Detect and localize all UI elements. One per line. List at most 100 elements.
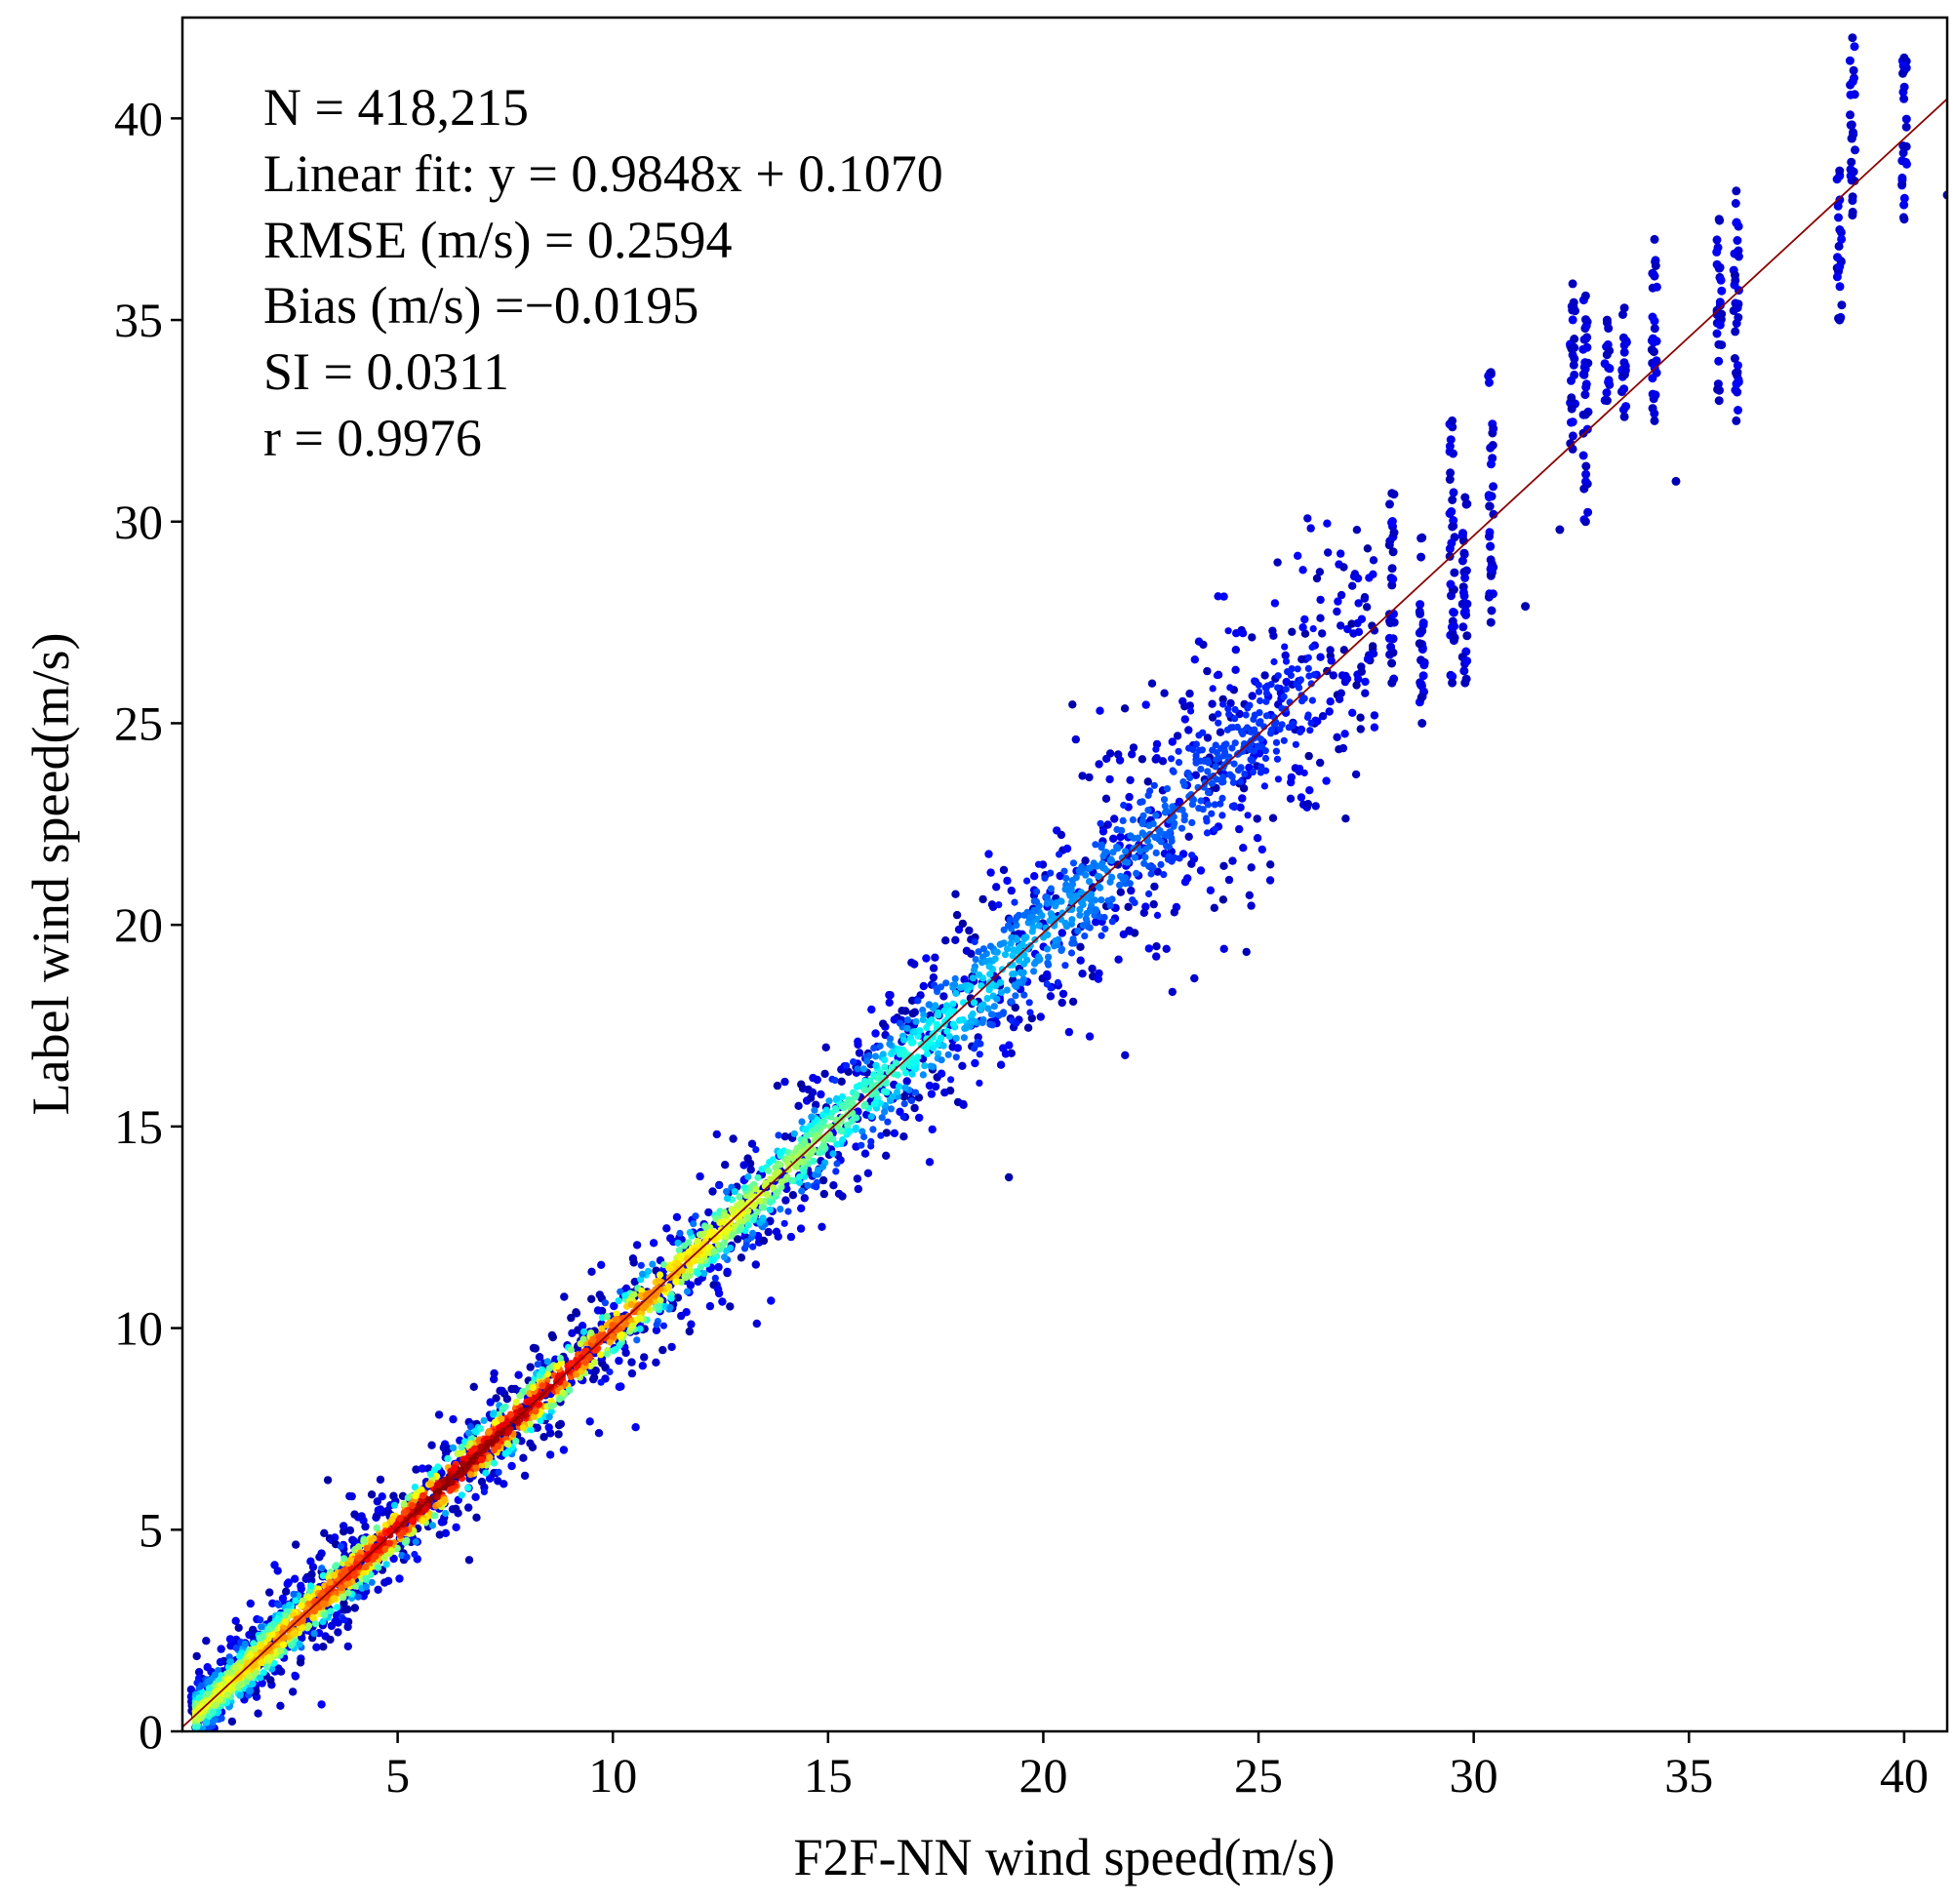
scatter-point-742: [345, 1526, 355, 1535]
scatter-point-4083: [1257, 718, 1264, 726]
scatter-point-4481: [1567, 376, 1576, 385]
scatter-point-3677: [1218, 794, 1226, 803]
scatter-point-4368: [1448, 496, 1457, 504]
scatter-point-2102: [1094, 872, 1102, 880]
scatter-point-4262: [1250, 747, 1257, 755]
scatter-point-4190: [896, 1051, 904, 1058]
scatter-point-910: [1127, 886, 1136, 895]
scatter-point-547: [638, 1362, 647, 1370]
scatter-point-3211: [1097, 932, 1105, 939]
scatter-point-3441: [666, 1303, 674, 1312]
scatter-point-3949: [838, 1102, 847, 1110]
scatter-point-3017: [1307, 680, 1315, 688]
scatter-point-3622: [1013, 913, 1020, 922]
scatter-point-4263: [1052, 937, 1059, 945]
scatter-point-584: [593, 1306, 603, 1315]
scatter-point-3549: [942, 979, 950, 987]
scatter-point-1134: [559, 1446, 569, 1454]
scatter-point-460: [1105, 749, 1115, 758]
scatter-point-3883: [1000, 1009, 1008, 1016]
scatter-point-2676: [914, 1053, 922, 1061]
scatter-point-1384: [343, 1605, 352, 1614]
y-tick-label-30: 30: [114, 495, 163, 549]
scatter-point-1914: [637, 1276, 645, 1284]
scatter-point-1432: [1036, 1012, 1046, 1021]
scatter-point-834: [1062, 844, 1072, 853]
scatter-point-3617: [869, 1126, 877, 1133]
scatter-point-4350: [1416, 680, 1425, 690]
scatter-point-4594: [1717, 286, 1727, 296]
scatter-point-92: [1092, 918, 1100, 927]
scatter-point-4005: [548, 1402, 556, 1409]
scatter-point-3848: [305, 1593, 313, 1602]
scatter-point-2322: [780, 1219, 788, 1227]
scatter-point-2080: [858, 1128, 866, 1135]
scatter-point-1237: [472, 1513, 481, 1523]
scatter-point-4687: [1848, 196, 1857, 206]
scatter-point-4357: [1417, 533, 1427, 542]
scatter-point-2359: [811, 1106, 818, 1114]
scatter-point-3510: [458, 1444, 465, 1451]
scatter-point-3811: [385, 1539, 393, 1547]
scatter-point-3965: [360, 1537, 368, 1545]
scatter-point-3754: [1251, 677, 1258, 685]
scatter-point-1424: [879, 1019, 888, 1028]
scatter-point-1327: [591, 1366, 600, 1375]
scatter-point-3632: [683, 1273, 691, 1281]
scatter-point-1244: [1337, 549, 1345, 558]
scatter-point-3030: [332, 1563, 339, 1570]
scatter-point-2639: [884, 1118, 892, 1126]
scatter-point-1362: [1110, 814, 1119, 823]
scatter-point-1354: [984, 850, 993, 858]
scatter-point-2000: [1150, 781, 1158, 789]
scatter-point-356: [1001, 1050, 1011, 1058]
scatter-point-2402: [970, 999, 978, 1007]
scatter-point-1967: [990, 1003, 998, 1011]
scatter-point-4337: [1416, 693, 1426, 702]
scatter-point-4375: [1448, 522, 1457, 532]
scatter-point-2504: [1170, 768, 1177, 775]
scatter-point-1558: [1297, 676, 1304, 684]
scatter-point-4154: [1068, 939, 1076, 947]
scatter-point-2754: [969, 974, 978, 982]
scatter-point-1154: [1170, 908, 1179, 917]
scatter-point-4211: [205, 1685, 213, 1692]
scatter-point-1418: [780, 1132, 789, 1141]
scatter-point-4640: [1733, 387, 1742, 397]
scatter-point-3665: [1061, 919, 1069, 927]
scatter-point-4138: [275, 1601, 283, 1608]
scatter-point-2433: [205, 1725, 213, 1731]
scatter-point-2826: [1249, 757, 1257, 765]
scatter-point-3186: [798, 1187, 806, 1195]
scatter-point-4395: [1448, 678, 1457, 688]
scatter-point-4059: [921, 1062, 929, 1070]
scatter-point-1864: [333, 1604, 341, 1611]
scatter-point-782: [1085, 1032, 1095, 1041]
scatter-point-620: [1232, 629, 1241, 638]
scatter-point-2468: [259, 1669, 267, 1677]
scatter-point-4454: [1489, 424, 1498, 433]
scatter-point-778: [1191, 771, 1201, 779]
scatter-point-2615: [1108, 918, 1116, 926]
scatter-point-3674: [236, 1691, 244, 1699]
scatter-point-3877: [331, 1595, 339, 1603]
scatter-point-4532: [1604, 324, 1614, 334]
scatter-point-3782: [1068, 898, 1076, 906]
scatter-point-116: [492, 1394, 500, 1403]
scatter-point-191: [1219, 861, 1228, 870]
scatter-point-1218: [348, 1535, 357, 1545]
y-tick-label-15: 15: [114, 1099, 163, 1154]
scatter-point-581: [1329, 671, 1338, 680]
scatter-point-4556: [1619, 412, 1629, 421]
scatter-point-638: [1242, 947, 1251, 957]
scatter-point-2755: [686, 1229, 694, 1237]
scatter-point-947: [533, 1423, 541, 1433]
scatter-point-3491: [355, 1543, 363, 1551]
scatter-point-4125: [249, 1680, 257, 1687]
scatter-point-498: [1078, 970, 1087, 978]
scatter-point-2821: [466, 1422, 474, 1431]
scatter-point-4275: [1106, 878, 1114, 886]
scatter-point-2020: [1274, 775, 1282, 783]
scatter-point-7: [853, 1174, 862, 1183]
scatter-point-3353: [872, 1061, 880, 1069]
